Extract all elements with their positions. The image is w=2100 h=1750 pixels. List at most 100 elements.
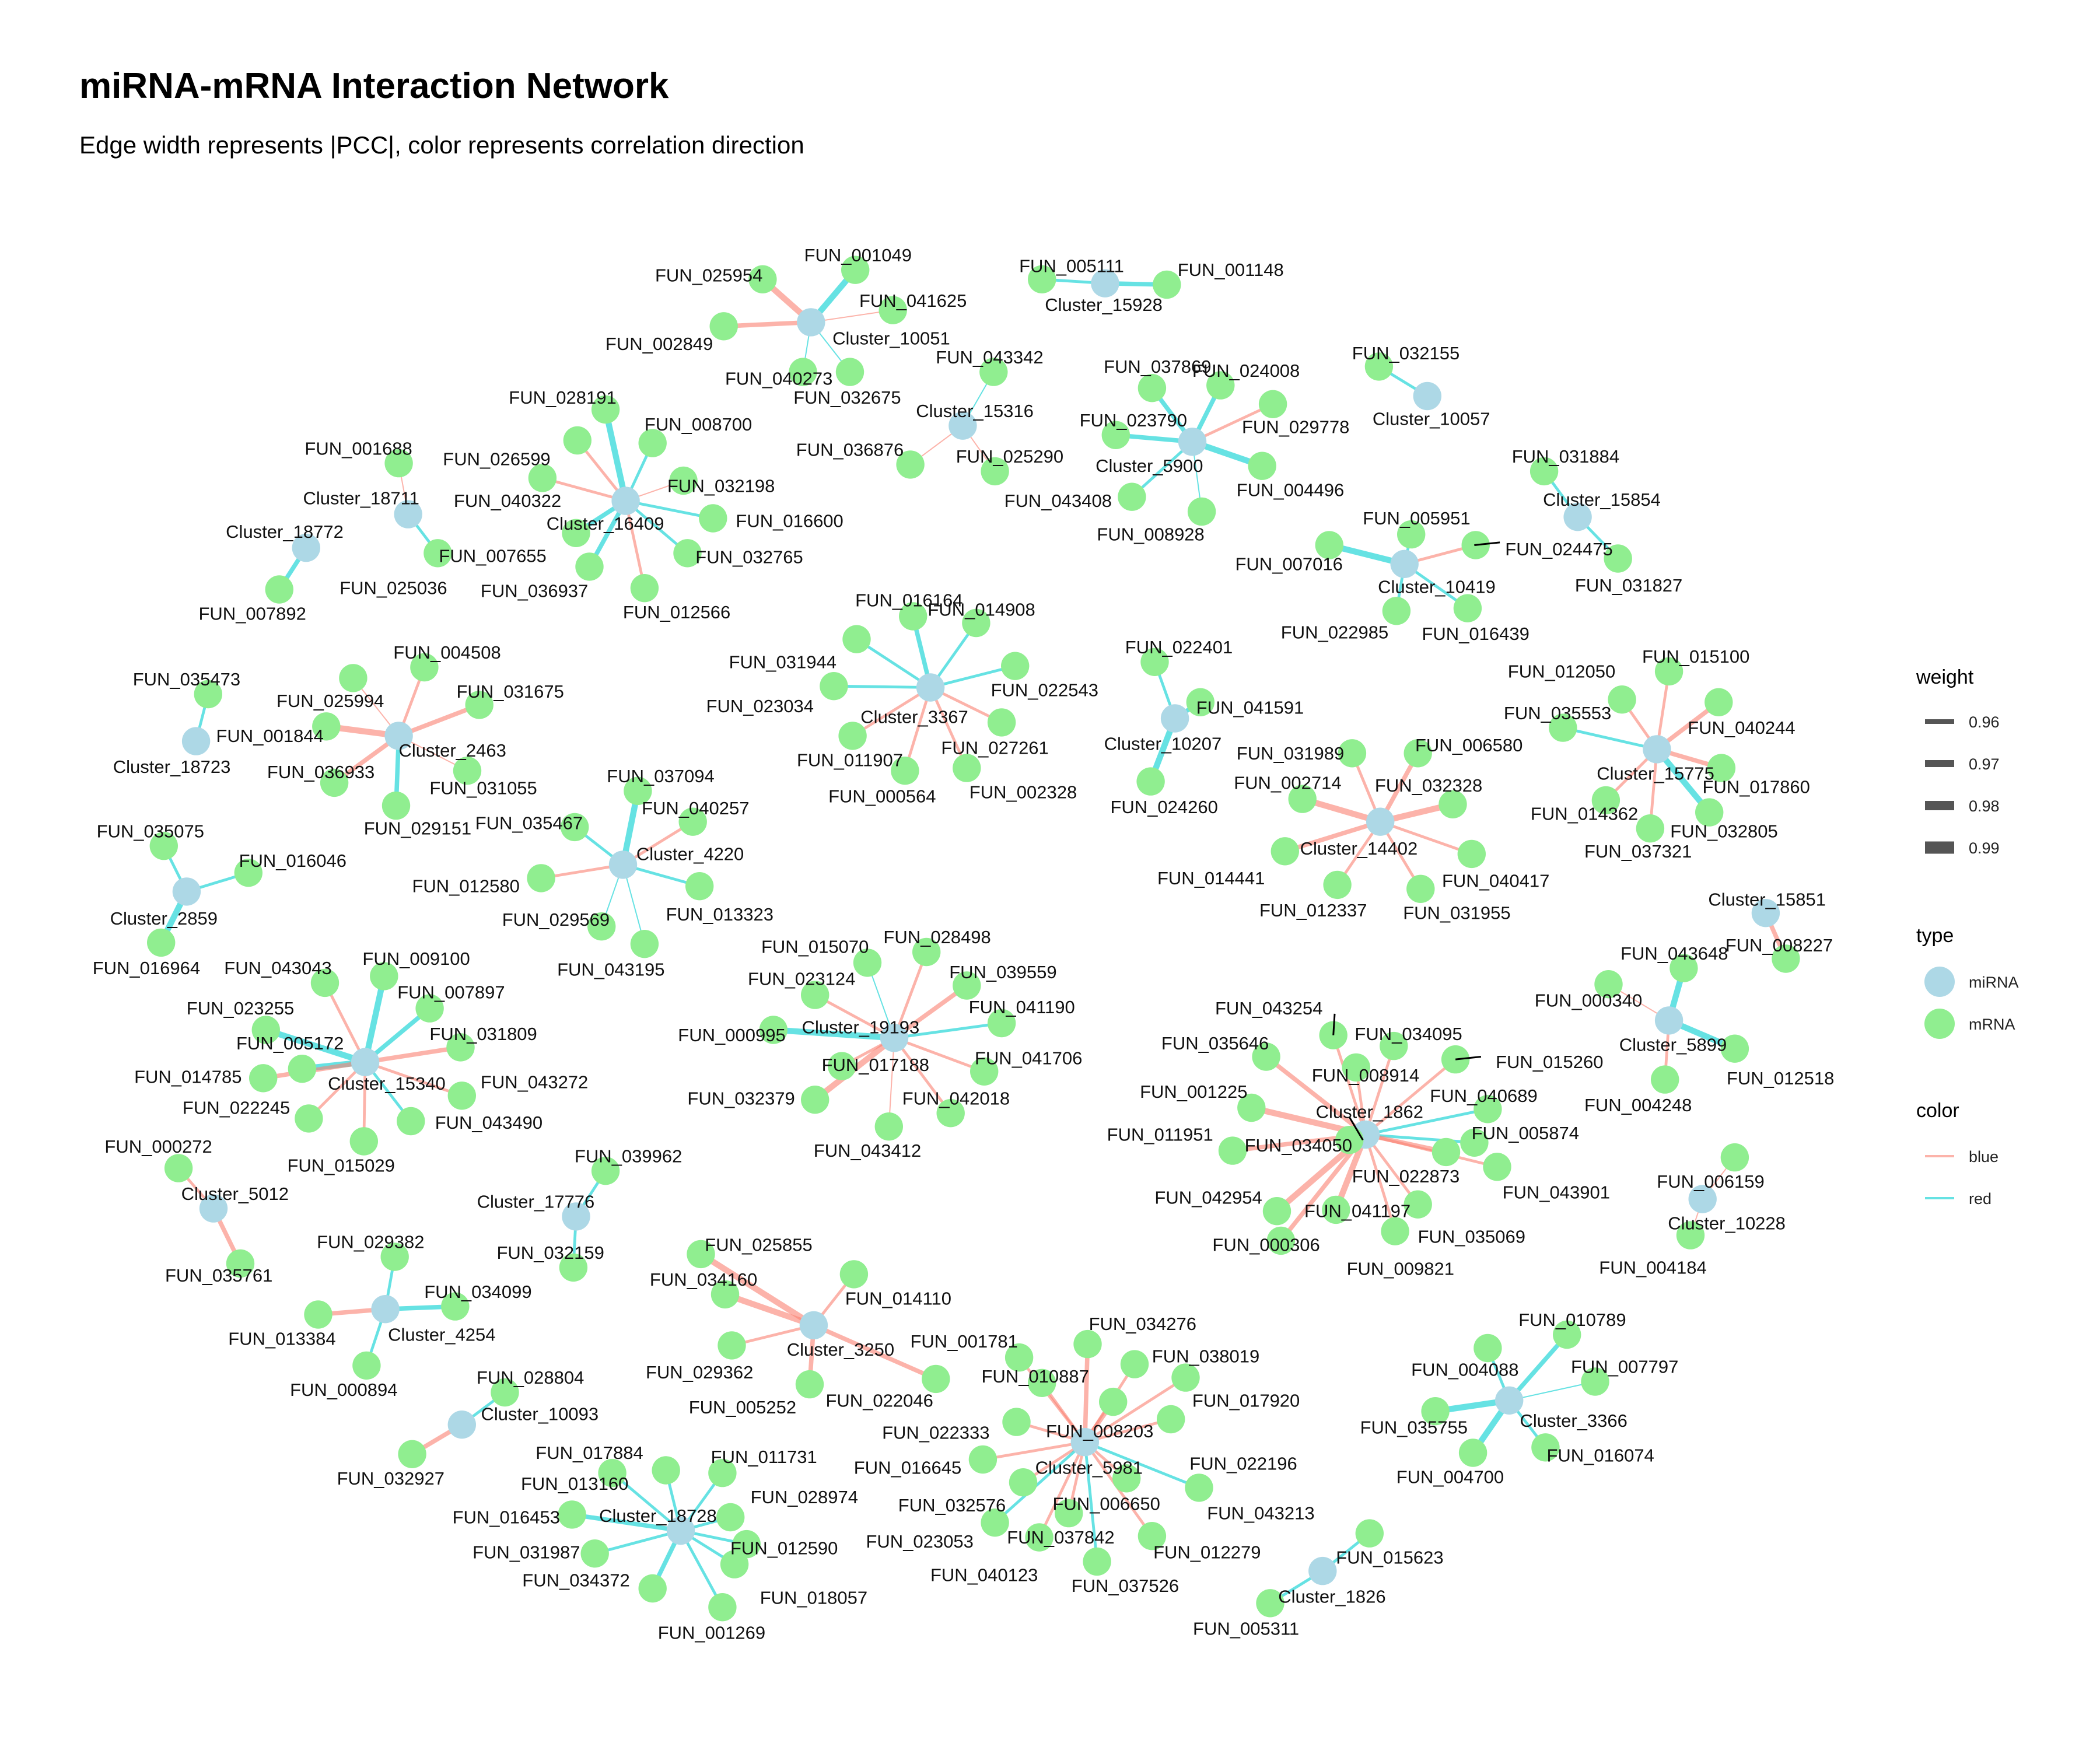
label-cluster-5981: Cluster_5981	[1035, 1457, 1143, 1478]
label-fun-004248: FUN_004248	[1584, 1095, 1692, 1115]
node-fun-032155	[1364, 352, 1394, 381]
node-fun-022985	[1382, 597, 1411, 625]
label-fun-035646: FUN_035646	[1161, 1033, 1269, 1054]
label-fun-012279: FUN_012279	[1153, 1542, 1261, 1562]
node-fun-014908	[962, 608, 991, 638]
node-fun-035755	[1421, 1397, 1450, 1426]
label-fun-043412: FUN_043412	[814, 1140, 921, 1161]
node-fun-040322	[528, 464, 557, 492]
label-fun-004184: FUN_004184	[1599, 1257, 1706, 1278]
label-fun-029382: FUN_029382	[317, 1232, 424, 1252]
node-fun-017920	[1171, 1363, 1200, 1392]
node-fun-031989	[1338, 739, 1367, 768]
label-fun-000272: FUN_000272	[104, 1136, 212, 1157]
node-fun-008203	[1099, 1387, 1128, 1416]
label-fun-005951: FUN_005951	[1363, 508, 1470, 528]
label-fun-031989: FUN_031989	[1237, 743, 1344, 764]
label-fun-015029: FUN_015029	[287, 1155, 394, 1175]
label-fun-013323: FUN_013323	[666, 904, 774, 925]
label-fun-010887: FUN_010887	[981, 1366, 1088, 1387]
edge-cluster-3367-fun-000564	[904, 687, 932, 771]
node-cluster-4254	[371, 1295, 400, 1324]
label-fun-017860: FUN_017860	[1702, 776, 1810, 797]
node-fun-037526	[1083, 1547, 1111, 1576]
label-fun-027261: FUN_027261	[941, 738, 1048, 758]
label-fun-000894: FUN_000894	[290, 1380, 397, 1400]
label-fun-016046: FUN_016046	[239, 850, 346, 871]
node-fun-015070	[853, 949, 882, 977]
node-fun-043195	[630, 930, 659, 958]
node-cluster-2859	[172, 877, 201, 906]
node-fun-032765	[673, 539, 702, 568]
node-cluster-15854	[1563, 503, 1592, 531]
node-fun-029569	[587, 912, 616, 941]
label-fun-032805: FUN_032805	[1670, 821, 1777, 841]
label-fun-035075: FUN_035075	[97, 821, 204, 841]
node-fun-029362	[718, 1331, 746, 1360]
label-cluster-15340: Cluster_15340	[328, 1073, 446, 1094]
edge-cluster-19193-fun-039559	[892, 984, 968, 1040]
label-cluster-10419: Cluster_10419	[1378, 576, 1496, 597]
label-fun-008700: FUN_008700	[645, 414, 752, 435]
node-fun-035646	[1252, 1042, 1280, 1071]
label-fun-001844: FUN_001844	[216, 726, 323, 746]
node-cluster-5900	[1178, 428, 1207, 456]
label-cluster-15854: Cluster_15854	[1543, 489, 1661, 510]
legend-type-swatch-mrna	[1924, 1009, 1955, 1039]
legend-color-label-red: red	[1969, 1190, 1992, 1208]
label-fun-002714: FUN_002714	[1234, 772, 1341, 793]
edge-cluster-18728-fun-013160	[611, 1472, 682, 1532]
edge-cluster-5981-fun-022196	[1084, 1418, 1171, 1444]
node-cluster-18723	[181, 727, 211, 755]
label-fun-006159: FUN_006159	[1657, 1171, 1764, 1192]
node-fun-040273	[789, 358, 817, 386]
legend-color-title: color	[1916, 1100, 1959, 1122]
label-fun-022245: FUN_022245	[183, 1097, 290, 1118]
node-fun-032805	[1695, 798, 1724, 827]
edge-cluster-3250-fun-022046	[813, 1323, 937, 1381]
node-cluster-14402	[1366, 807, 1395, 836]
label-fun-041197: FUN_041197	[1304, 1201, 1410, 1222]
node-fun-040689	[1474, 1095, 1502, 1124]
label-fun-035473: FUN_035473	[133, 669, 240, 690]
label-fun-029778: FUN_029778	[1242, 416, 1349, 437]
label-fun-005311: FUN_005311	[1193, 1619, 1299, 1639]
edge-cluster-19193-fun-023124	[814, 993, 895, 1040]
label-fun-022873: FUN_022873	[1352, 1166, 1460, 1186]
legend-weight-label-3: 0.99	[1969, 839, 2000, 857]
edge-cluster-19193-fun-041190	[894, 1021, 1002, 1040]
edge-cluster-1862-fun-034095	[1364, 1045, 1395, 1135]
edge-cluster-15775-fun-035553	[1562, 726, 1657, 751]
node-cluster-18711	[394, 500, 422, 528]
legend-weight-label-0: 0.96	[1969, 713, 2000, 731]
node-fun-008914	[1342, 1053, 1370, 1082]
node-fun-025290	[981, 457, 1009, 486]
label-fun-043195: FUN_043195	[557, 959, 664, 979]
label-fun-012590: FUN_012590	[730, 1538, 838, 1558]
node-fun-006159	[1720, 1143, 1749, 1172]
edge-cluster-3250-fun-034160	[724, 1291, 815, 1328]
node-fun-000340	[1594, 970, 1623, 999]
label-fun-023790: FUN_023790	[1080, 410, 1187, 430]
label-fun-031809: FUN_031809	[429, 1024, 537, 1044]
label-fun-042954: FUN_042954	[1154, 1188, 1262, 1208]
label-fun-035755: FUN_035755	[1360, 1417, 1468, 1437]
label-fun-043342: FUN_043342	[936, 347, 1043, 368]
node-fun-015260	[1441, 1045, 1470, 1074]
label-fun-043213: FUN_043213	[1207, 1503, 1314, 1524]
node-fun-031827	[1604, 544, 1632, 573]
edge-cluster-5981-fun-040123	[1038, 1441, 1086, 1538]
label-fun-035761: FUN_035761	[165, 1265, 272, 1286]
node-fun-017188	[828, 1052, 856, 1080]
label-cluster-15775: Cluster_15775	[1597, 763, 1714, 783]
node-fun-039559	[953, 971, 981, 1000]
label-fun-029569: FUN_029569	[502, 909, 610, 930]
label-fun-012050: FUN_012050	[1508, 661, 1615, 681]
edge-cluster-19193-fun-000995	[773, 1027, 895, 1041]
label-cluster-5899: Cluster_5899	[1619, 1034, 1727, 1055]
node-fun-000564	[891, 757, 919, 785]
edge-cluster-3367-fun-031944	[856, 638, 932, 689]
label-fun-011731: FUN_011731	[711, 1447, 817, 1467]
node-fun-004496	[1248, 452, 1276, 480]
